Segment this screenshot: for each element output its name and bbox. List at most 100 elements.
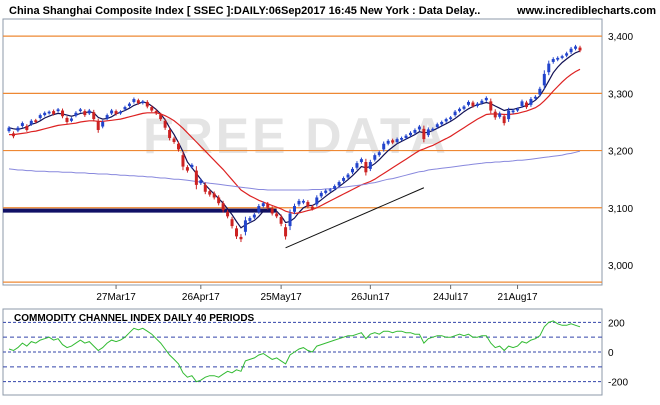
candle-body — [208, 191, 212, 195]
candle-body — [270, 208, 274, 214]
candle-body — [101, 121, 105, 127]
candle-body — [239, 236, 243, 240]
candle-body — [324, 190, 328, 193]
y-tick-label: 3,300 — [608, 89, 633, 100]
candle-body — [56, 109, 60, 112]
cci-tick-label: 0 — [608, 348, 614, 359]
candle-body — [65, 117, 69, 122]
candle-body — [96, 121, 100, 130]
candle-body — [520, 101, 524, 106]
candle-body — [43, 112, 47, 116]
candle-body — [458, 108, 462, 112]
candle-body — [132, 99, 136, 102]
candle-body — [342, 178, 346, 181]
candle-body — [408, 132, 412, 136]
candle-body — [337, 182, 341, 186]
candle-body — [212, 193, 216, 198]
candle-body — [529, 99, 533, 105]
candle-body — [350, 168, 354, 173]
candle-body — [462, 106, 466, 109]
candle-body — [284, 227, 288, 237]
candle-body — [288, 213, 292, 227]
trend-line — [285, 187, 425, 249]
candle-body — [217, 197, 221, 204]
candle-body — [511, 110, 515, 113]
candle-body — [47, 111, 51, 114]
y-tick-label: 3,000 — [608, 261, 633, 272]
candle-body — [475, 103, 479, 106]
candle-body — [177, 143, 181, 150]
candle-body — [373, 155, 377, 160]
candle-body — [444, 119, 448, 122]
candle-body — [221, 203, 225, 211]
candle-body — [110, 110, 114, 114]
candle-body — [417, 126, 421, 130]
candle-body — [413, 129, 417, 133]
candle-body — [560, 56, 564, 58]
candle-body — [163, 120, 167, 128]
candle-body — [105, 115, 109, 119]
candle-body — [328, 189, 332, 191]
cci-tick-label: 200 — [608, 318, 625, 329]
candle-body — [92, 112, 96, 120]
candle-body — [279, 216, 283, 224]
candle-body — [569, 48, 573, 53]
site-url[interactable]: www.incrediblecharts.com — [516, 5, 656, 17]
candle-body — [226, 211, 230, 217]
candle-body — [11, 133, 15, 137]
candle-body — [502, 116, 506, 124]
candle-body — [266, 203, 270, 208]
candle-body — [498, 113, 502, 117]
candle-body — [516, 108, 520, 111]
candle-body — [145, 101, 149, 107]
candle-body — [333, 186, 337, 189]
candle-body — [150, 107, 154, 111]
candle-body — [61, 110, 65, 117]
candle-body — [235, 228, 239, 237]
candle-body — [141, 101, 145, 104]
cci-title: COMMODITY CHANNEL INDEX DAILY 40 PERIODS — [14, 313, 255, 324]
candle-body — [34, 120, 38, 122]
cci-reference-lines — [3, 321, 602, 383]
candle-body — [16, 127, 20, 131]
candle-body — [551, 59, 555, 62]
candle-body — [578, 47, 582, 51]
cci-series — [8, 320, 581, 383]
candle-body — [74, 112, 78, 116]
candle-body — [377, 152, 381, 156]
candle-body — [489, 101, 493, 111]
y-tick-label: 3,400 — [608, 32, 633, 43]
candle-body — [556, 57, 560, 60]
candle-body — [243, 220, 247, 232]
candle-body — [199, 180, 203, 184]
candle-body — [83, 111, 87, 116]
candle-body — [194, 170, 198, 185]
candle-body — [565, 53, 569, 56]
candle-body — [359, 159, 363, 163]
candle-body — [29, 120, 33, 125]
candle-body — [484, 97, 488, 101]
candle-body — [364, 162, 368, 173]
candle-body — [355, 163, 359, 168]
candle-body — [480, 100, 484, 104]
cci-axis: -200 0 200 — [608, 318, 628, 388]
chart-title: China Shanghai Composite Index [ SSEC ]:… — [9, 5, 480, 17]
price-axis: 3,000 3,100 3,200 3,300 3,400 — [608, 32, 633, 272]
candle-body — [154, 111, 158, 114]
candle-body — [466, 101, 470, 105]
candle-body — [404, 135, 408, 138]
candle-body — [230, 219, 234, 227]
cci-tick-label: -200 — [608, 378, 628, 389]
candle-body — [136, 100, 140, 104]
x-tick-label: 26Apr17 — [182, 292, 220, 303]
candle-body — [471, 102, 475, 106]
candle-body — [315, 197, 319, 205]
candle-body — [524, 102, 528, 108]
candle-body — [435, 124, 439, 128]
candle-body — [257, 206, 261, 212]
candle-body — [123, 107, 127, 110]
candle-body — [507, 110, 511, 120]
candle-body — [25, 125, 29, 130]
